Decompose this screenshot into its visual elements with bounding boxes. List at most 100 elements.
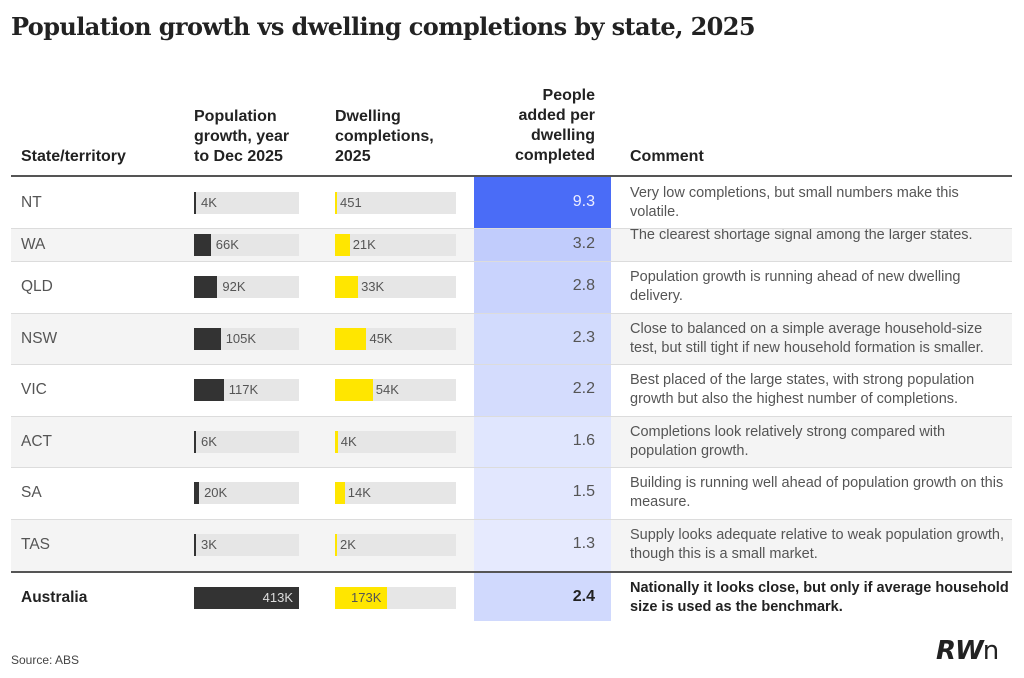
state-label: QLD [21,278,53,295]
population-bar [194,276,218,298]
header-population-growth: Population growth, year to Dec 2025 [194,108,290,165]
row-divider [11,261,1012,262]
ratio-cell: 2.3 [474,313,611,364]
population-value-label: 3K [201,537,217,552]
dwelling-bar-track: 4K [335,430,456,453]
table-row: WA 66K 21K 3.2 The clearest shortage signal … [11,226,1012,261]
ratio-value: 1.5 [572,483,595,500]
dwelling-value-label: 54K [375,382,399,397]
population-bar-track: 6K [194,430,299,453]
ratio-value: 3.2 [572,234,595,252]
comment-text: Completions look relatively strong compa… [630,423,946,459]
dwelling-bar [335,276,359,298]
row-divider [11,519,1012,520]
dwelling-bar-track: 2K [335,534,456,556]
dwelling-bar [335,233,350,256]
population-bar-track: 66K [194,233,299,256]
population-bar-track: 105K [194,327,299,350]
population-bar-track: 20K [194,482,299,504]
header-divider [11,175,1012,177]
comment-text: The clearest shortage signal among the l… [630,226,973,243]
population-value-label: 105K [225,330,257,346]
table-row: QLD 92K 33K 2.8 Population growth is running… [11,261,1012,313]
population-value-label: 6K [201,433,217,449]
comment-text: Building is running well ahead of popula… [630,475,1004,510]
population-value-label: 4K [201,194,217,210]
state-label: VIC [21,381,47,398]
population-bar [194,379,224,401]
dwelling-bar-track: 45K [335,327,456,350]
dwelling-bar-track: 21K [335,233,456,256]
state-label: ACT [21,432,52,450]
ratio-cell: 3.2 [474,228,611,261]
ratio-cell: 2.8 [474,261,611,313]
dwelling-bar-track: 451 [335,191,456,214]
ratio-value: 2.2 [572,380,595,397]
state-label: WA [21,235,46,253]
dwelling-value-label: 21K [352,236,376,252]
comment-text: Supply looks adequate relative to weak p… [630,527,1005,562]
population-value-label: 413K [262,590,293,605]
header-dwelling-completions: Dwelling completions, 2025 [335,108,434,165]
ratio-cell: 2.4 [474,573,611,621]
ratio-cell: 1.3 [474,519,611,571]
table-row: SA 20K 14K 1.5 Building is running well ahea… [11,467,1012,519]
population-bar [194,430,196,453]
population-bar [194,587,299,609]
dwelling-bar [335,327,367,350]
dwelling-value-label: 173K [351,590,382,605]
table-row: NT 4K 451 9.3 Very low completions, but smal… [11,177,1012,228]
population-value-label: 92K [222,279,246,294]
ratio-cell: 9.3 [474,177,611,228]
table-row: VIC 117K 54K 2.2 Best placed of the large st… [11,364,1012,416]
population-bar-track: 117K [194,379,299,401]
ratio-value: 2.8 [572,277,595,294]
state-label: TAS [21,536,50,553]
ratio-cell: 1.6 [474,416,611,467]
population-value-label: 20K [204,485,228,500]
header-people-per-dwelling: People added per dwelling completed [514,87,595,164]
state-label: NT [21,193,42,211]
dwelling-value-label: 33K [361,279,385,294]
population-value-label: 117K [228,382,259,397]
ratio-cell: 2.2 [474,364,611,416]
table-row: NSW 105K 45K 2.3 Close to balanced on a simp… [11,313,1012,364]
comment-text: Close to balanced on a simple average ho… [630,320,984,356]
state-label: SA [21,484,42,501]
header-comment: Comment [630,148,704,165]
row-divider [11,467,1012,468]
dwelling-bar [335,379,373,401]
population-bar-track: 92K [194,276,299,298]
dwelling-bar-track: 173K [335,587,456,609]
population-bar-track: 3K [194,534,299,556]
population-bar [194,482,200,504]
comment-text: Best placed of the large states, with st… [630,372,975,407]
state-label: Australia [21,589,88,606]
dwelling-value-label: 4K [340,433,357,449]
dwelling-value-label: 451 [340,194,362,210]
population-bar [194,233,211,256]
comment-text: Nationally it looks close, but only if a… [630,580,1009,615]
rwn-logo: RWn [936,636,999,666]
comment-text: Population growth is running ahead of ne… [630,269,961,304]
population-bar [194,327,221,350]
table-row: Australia 413K 173K 2.4 Nationally it looks … [11,571,1012,623]
dwelling-bar-track: 14K [335,482,456,504]
table-row: ACT 6K 4K 1.6 Completions look relatively st… [11,416,1012,467]
table-row: TAS 3K 2K 1.3 Supply looks adequate relative… [11,519,1012,571]
dwelling-bar [335,191,337,214]
ratio-value: 1.6 [572,431,595,449]
population-bar [194,191,196,214]
population-bar-track: 413K [194,587,299,609]
dwelling-bar [335,534,337,556]
row-divider [11,416,1012,417]
ratio-value: 1.3 [572,535,595,552]
dwelling-bar-track: 33K [335,276,456,298]
dwelling-value-label: 45K [369,330,393,346]
comment-text: Very low completions, but small numbers … [630,184,959,220]
state-label: NSW [21,329,58,347]
dwelling-bar [335,587,387,609]
dwelling-value-label: 14K [347,485,371,500]
dwelling-value-label: 2K [340,537,356,552]
ratio-value: 9.3 [572,192,595,210]
